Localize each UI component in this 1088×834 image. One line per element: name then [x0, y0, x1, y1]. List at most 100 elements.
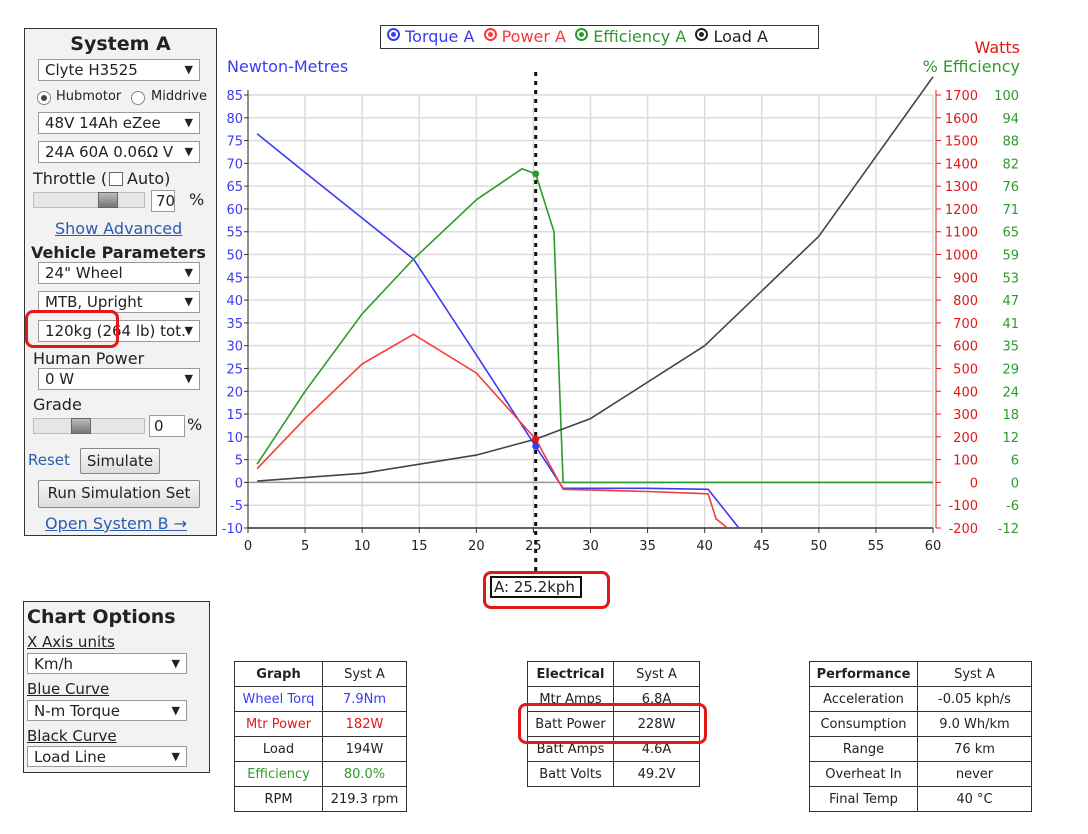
table-row: Consumption 9.0 Wh/km [809, 711, 1032, 737]
legend-power-label[interactable]: Power A [501, 27, 566, 46]
y-tick-label-nm: 25 [226, 362, 243, 377]
motor-select[interactable]: Clyte H3525 ▼ [38, 59, 200, 81]
throttle-slider[interactable] [33, 192, 145, 208]
throttle-label: Throttle ( [33, 169, 108, 188]
hubmotor-label: Hubmotor [56, 89, 122, 104]
chart-options-panel: Chart Options X Axis units Km/h ▼ Blue Cu… [23, 601, 210, 773]
legend-efficiency-icon[interactable] [575, 28, 589, 41]
y-tick-label-watts: 1000 [945, 249, 978, 264]
y-tick-label-watts: 0 [970, 476, 978, 491]
y-tick-label-watts: 800 [953, 294, 978, 309]
radio-dot [41, 95, 47, 101]
table-cell: -0.05 kph/s [917, 686, 1032, 712]
table-cell: 9.0 Wh/km [917, 711, 1032, 737]
y-tick-label-nm: 20 [226, 385, 243, 400]
grade-input[interactable]: 0 [149, 415, 185, 437]
table-cell: 182W [322, 711, 407, 737]
blue-curve-select[interactable]: N-m Torque ▼ [27, 700, 187, 721]
y-tick-label-eff: 47 [1002, 294, 1019, 309]
y-tick-label-watts: 1400 [945, 157, 978, 172]
table-row: Batt Amps 4.6A [527, 736, 700, 762]
human-power-select[interactable]: 0 W ▼ [38, 368, 200, 390]
y-tick-label-eff: -12 [998, 522, 1019, 537]
y-tick-label-eff: 59 [1002, 249, 1019, 264]
efficiency-series-line [256, 168, 933, 484]
legend-torque-label[interactable]: Torque A [405, 27, 475, 46]
legend-load-label[interactable]: Load A [713, 27, 768, 46]
legend-torque-icon[interactable] [387, 28, 400, 41]
torque-series-line [256, 133, 740, 529]
electrical-table: Electrical Syst A Mtr Amps 6.8A Batt Power… [527, 661, 700, 787]
run-simulation-set-button[interactable]: Run Simulation Set [38, 480, 200, 508]
grade-slider-thumb[interactable] [70, 418, 91, 434]
weight-select[interactable]: 120kg (264 lb) tot. ▼ [38, 320, 200, 342]
table-header-row: Electrical Syst A [527, 661, 700, 687]
legend-efficiency-label[interactable]: Efficiency A [593, 27, 687, 46]
throttle-slider-thumb[interactable] [98, 192, 119, 208]
y-tick-label-nm: 35 [226, 317, 243, 332]
motor-value: Clyte H3525 [45, 61, 138, 79]
y-tick-label-nm: 75 [226, 135, 243, 150]
performance-table: Performance Syst A Acceleration -0.05 kph/… [809, 661, 1032, 812]
y-tick-label-eff: 29 [1002, 362, 1019, 377]
x-tick-label: 10 [354, 539, 371, 554]
y-tick-label-nm: 5 [235, 454, 243, 469]
y-tick-label-eff: 53 [1002, 271, 1019, 286]
black-curve-value: Load Line [34, 748, 107, 766]
vehicle-type-value: MTB, Upright [45, 293, 143, 311]
y-tick-label-nm: 70 [226, 157, 243, 172]
chevron-down-icon: ▼ [171, 704, 180, 717]
table-cell: 49.2V [613, 761, 700, 787]
legend-power-icon[interactable] [483, 28, 497, 41]
y-tick-label-nm: 60 [226, 203, 243, 218]
graph-table: Graph Syst A Wheel Torq 7.9Nm Mtr Power 182… [234, 661, 407, 812]
reset-link[interactable]: Reset [28, 451, 70, 469]
x-tick-label: 25 [525, 539, 542, 554]
y-tick-label-nm: 45 [226, 271, 243, 286]
system-a-panel: System A Clyte H3525 ▼ Hubmotor Middrive … [24, 28, 217, 536]
weight-value: 120kg (264 lb) tot. [45, 322, 186, 340]
y-tick-label-nm: 40 [226, 294, 243, 309]
y-tick-label-eff: 41 [1002, 317, 1019, 332]
vehicle-type-select[interactable]: MTB, Upright ▼ [38, 291, 200, 313]
black-curve-label: Black Curve [27, 727, 117, 745]
table-cell: 6.8A [613, 686, 700, 712]
table-cell: Range [809, 736, 918, 762]
table-cell: Consumption [809, 711, 918, 737]
y-tick-label-eff: 65 [1002, 226, 1019, 241]
y-tick-label-eff: 71 [1002, 203, 1019, 218]
x-tick-label: 20 [468, 539, 485, 554]
y-tick-label-eff: 6 [1011, 454, 1019, 469]
right-axis-title-efficiency: % Efficiency [922, 57, 1020, 76]
chevron-down-icon: ▼ [184, 116, 193, 129]
x-tick-label: 0 [244, 539, 252, 554]
show-advanced-link[interactable]: Show Advanced [55, 219, 183, 238]
blue-curve-label: Blue Curve [27, 680, 110, 698]
grade-slider[interactable] [33, 418, 145, 434]
auto-checkbox[interactable] [109, 172, 123, 186]
wheel-select[interactable]: 24" Wheel ▼ [38, 262, 200, 284]
middrive-radio[interactable] [131, 91, 145, 105]
table-cell: 80.0% [322, 761, 407, 787]
black-curve-select[interactable]: Load Line ▼ [27, 746, 187, 767]
throttle-percent: % [189, 190, 205, 209]
x-tick-label: 60 [925, 539, 942, 554]
table-row: Final Temp 40 °C [809, 786, 1032, 812]
y-tick-label-nm: 10 [226, 431, 243, 446]
middrive-label: Middrive [151, 89, 207, 104]
table-row: RPM 219.3 rpm [234, 786, 407, 812]
load-series-line [257, 76, 934, 482]
x-axis-units-select[interactable]: Km/h ▼ [27, 653, 187, 674]
controller-select[interactable]: 24A 60A 0.06Ω V ▼ [38, 141, 200, 163]
simulate-button[interactable]: Simulate [80, 448, 160, 474]
x-axis-units-label: X Axis units [27, 633, 115, 651]
y-tick-label-watts: 1200 [945, 203, 978, 218]
throttle-input[interactable]: 70 [151, 190, 175, 212]
table-row: Efficiency 80.0% [234, 761, 407, 787]
open-system-b-link[interactable]: Open System B → [45, 514, 188, 533]
legend-load-icon[interactable] [695, 28, 709, 41]
battery-select[interactable]: 48V 14Ah eZee ▼ [38, 112, 200, 134]
y-tick-label-eff: 24 [1002, 385, 1019, 400]
chevron-down-icon: ▼ [184, 324, 193, 337]
hubmotor-radio[interactable] [37, 91, 51, 105]
